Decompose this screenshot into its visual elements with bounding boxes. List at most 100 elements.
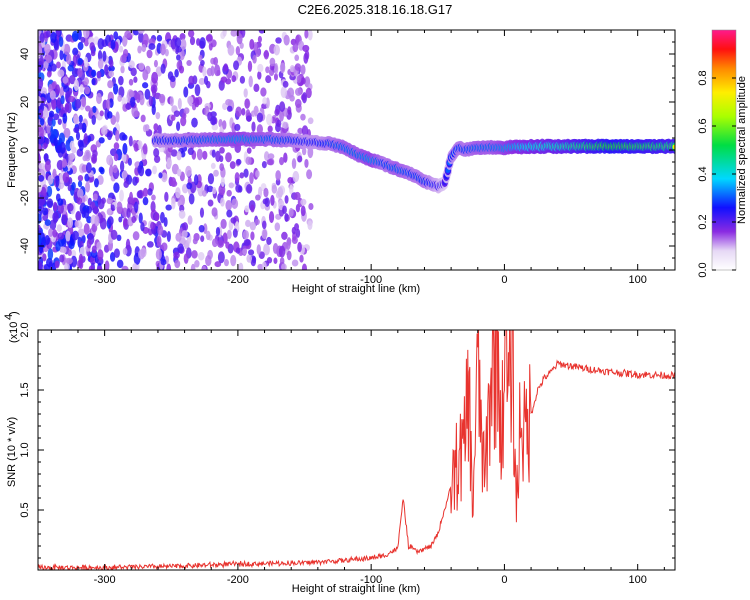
spectrogram-noise-cell bbox=[308, 203, 314, 210]
spectrogram-noise-cell bbox=[249, 172, 254, 185]
spectrogram-noise-cell bbox=[186, 60, 192, 67]
spectrogram-noise-cell bbox=[77, 57, 83, 66]
spectrogram-noise-cell bbox=[196, 148, 203, 161]
spectrogram-noise-cell bbox=[116, 234, 122, 242]
spectrogram-noise-cell bbox=[275, 37, 282, 44]
spectrogram-noise-cell bbox=[213, 57, 219, 66]
spectrogram-noise-cell bbox=[296, 74, 302, 84]
spectrogram-noise-cell bbox=[294, 87, 302, 96]
spectrogram-noise-cell bbox=[157, 224, 164, 236]
spectrogram-noise-cell bbox=[88, 265, 94, 270]
spectrogram-noise-cell bbox=[306, 169, 313, 180]
spectrogram-noise-cell bbox=[273, 257, 278, 264]
spectrogram-noise-cell bbox=[194, 97, 200, 108]
spectrogram-noise-cell bbox=[142, 82, 149, 89]
spectrogram-noise-cell bbox=[131, 215, 137, 223]
spectrogram-noise-cell bbox=[146, 49, 153, 59]
spectrogram-noise-cell bbox=[151, 71, 159, 84]
spectrogram-noise-cell bbox=[47, 174, 54, 185]
spectrogram-noise-cell bbox=[160, 211, 165, 224]
spectrogram-noise-cell bbox=[79, 84, 84, 93]
spectrogram-noise-cell bbox=[109, 251, 116, 262]
spectrogram-noise-cell bbox=[271, 184, 278, 194]
spectrogram-noise-cell bbox=[281, 263, 287, 270]
spectrogram-noise-cell bbox=[225, 152, 232, 163]
spectrogram-noise-cell bbox=[148, 43, 156, 50]
spectrogram-noise-cell bbox=[198, 77, 206, 85]
spectrogram-noise-cell bbox=[247, 249, 255, 256]
spectrogram-noise-cell bbox=[170, 114, 176, 121]
spectrogram-noise-cell bbox=[125, 238, 131, 251]
spectrogram-noise-cell bbox=[250, 204, 255, 213]
spectrogram-noise-cell bbox=[213, 169, 219, 177]
spectrogram-noise-cell bbox=[136, 190, 143, 199]
spectrogram-noise-cell bbox=[113, 248, 120, 258]
spectrogram-noise-cell bbox=[175, 232, 182, 242]
spectrogram-noise-cell bbox=[183, 253, 189, 264]
spectrogram-noise-cell bbox=[67, 203, 74, 212]
spectrogram-noise-cell bbox=[38, 65, 41, 74]
spectrogram-noise-cell bbox=[266, 113, 273, 126]
spectrogram-noise-cell bbox=[265, 75, 272, 84]
spectrogram-noise-cell bbox=[130, 96, 136, 108]
spectrogram-noise-cell bbox=[255, 170, 260, 178]
spectrogram-noise-cell bbox=[107, 80, 114, 89]
spectrogram-noise-cell bbox=[246, 147, 252, 154]
spectrogram-noise-cell bbox=[122, 48, 129, 58]
snr-x-label: Height of straight line (km) bbox=[292, 583, 420, 595]
snr-x-tick-label: -100 bbox=[360, 574, 382, 586]
spectrogram-noise-cell bbox=[218, 184, 226, 196]
spectrogram-noise-cell bbox=[84, 86, 91, 95]
snr-x-tick-label: -300 bbox=[94, 574, 116, 586]
spectrogram-noise-cell bbox=[245, 115, 252, 122]
spectrogram-noise-cell bbox=[51, 98, 57, 110]
spectrogram-noise-cell bbox=[100, 125, 108, 136]
spectrogram-noise-cell bbox=[211, 238, 218, 248]
spectrogram-noise-cell bbox=[238, 185, 243, 193]
spectrogram-noise-cell bbox=[267, 125, 273, 133]
spectrogram-noise-cell bbox=[190, 263, 196, 270]
spectrogram-noise-cell bbox=[307, 30, 313, 41]
spectrogram-x-tick-label: -200 bbox=[227, 274, 249, 286]
spectrogram-noise-cell bbox=[213, 64, 221, 77]
spectrogram-noise-cell bbox=[225, 200, 233, 211]
spectrogram-noise-cell bbox=[183, 107, 190, 115]
spectrogram-noise-cell bbox=[49, 90, 56, 100]
spectrogram-noise-cell bbox=[121, 35, 128, 47]
spectrogram-noise-cell bbox=[273, 62, 279, 75]
spectrogram-noise-cell bbox=[287, 176, 294, 184]
spectrogram-noise-cell bbox=[122, 247, 128, 255]
snr-x-tick-label: 100 bbox=[629, 574, 647, 586]
spectrogram-noise-cell bbox=[222, 30, 227, 37]
spectrogram-noise-cell bbox=[66, 53, 72, 65]
spectrogram-noise-cell bbox=[297, 127, 304, 135]
spectrogram-noise-cell bbox=[115, 111, 120, 123]
spectrogram-noise-cell bbox=[283, 34, 290, 46]
spectrogram-noise-cell bbox=[62, 113, 68, 124]
spectrogram-noise-cell bbox=[284, 212, 289, 223]
spectrogram-noise-cell bbox=[151, 86, 157, 98]
spectrogram-noise-cell bbox=[300, 64, 306, 75]
spectrogram-noise-cell bbox=[50, 63, 57, 72]
spectrogram-noise-cell bbox=[203, 75, 209, 86]
spectrogram-noise-cell bbox=[134, 110, 140, 117]
spectrogram-noise-cell bbox=[211, 207, 218, 217]
spectrogram-noise-cell bbox=[52, 168, 57, 179]
spectrogram-noise-cell bbox=[38, 185, 42, 193]
spectrogram-noise-cell bbox=[84, 56, 89, 68]
spectrogram-noise-cell bbox=[211, 149, 216, 158]
spectrogram-noise-cell bbox=[96, 265, 103, 270]
spectrogram-noise-cell bbox=[169, 96, 174, 107]
spectrogram-noise-cell bbox=[161, 172, 168, 183]
spectrogram-noise-cell bbox=[177, 243, 184, 254]
spectrogram-noise-cell bbox=[90, 50, 96, 57]
spectrogram-noise-cell bbox=[269, 57, 276, 67]
spectrogram-noise-cell bbox=[166, 230, 171, 243]
spectrogram-noise-cell bbox=[297, 241, 302, 253]
spectrogram-noise-cell bbox=[63, 127, 71, 139]
spectrogram-noise-cell bbox=[225, 78, 232, 85]
spectrogram-noise-cell bbox=[106, 131, 113, 141]
spectrogram-noise-cell bbox=[46, 123, 51, 134]
spectrogram-noise-cell bbox=[292, 170, 300, 183]
